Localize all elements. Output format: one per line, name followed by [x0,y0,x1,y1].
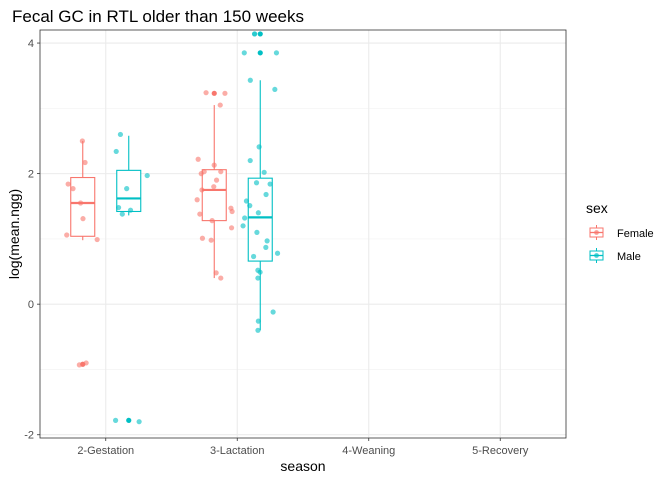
data-point [247,157,253,164]
data-point [242,215,248,221]
data-point [228,225,235,231]
chart-title: Fecal GC in RTL older than 150 weeks [12,7,304,26]
data-point [77,200,84,206]
data-point [247,203,253,209]
data-point [218,275,224,281]
legend-label: Male [617,251,641,263]
data-point [257,269,263,275]
data-point [199,187,205,193]
data-point [270,309,276,315]
data-point [211,162,217,168]
box-outlier [257,31,263,37]
data-point [267,181,273,187]
data-point [256,144,262,150]
y-axis-title: log(mean.ngg) [6,189,22,279]
data-point [112,417,119,423]
box-outlier [126,417,132,423]
box-outlier [211,90,217,96]
point-layer [64,31,281,425]
plot-panel [40,30,566,438]
x-axis-title: season [280,458,325,474]
data-point [213,177,220,183]
axis-layer: -2 0 2 4 2-Gestation 3-Lactation 4-Weaning 5-Re… [24,38,529,457]
data-point [222,90,228,96]
data-point [117,131,124,138]
data-point [199,235,206,241]
legend-title: sex [586,200,608,216]
data-point [76,362,82,368]
data-point [272,86,278,93]
x-tick-label: 4-Weaning [342,445,395,457]
data-point [255,275,261,281]
data-point [136,419,142,425]
legend-label: Female [617,228,654,240]
data-point [250,253,257,260]
legend-key-point [594,253,599,258]
box-layer [70,31,273,423]
data-point [194,197,200,203]
data-point [243,198,250,204]
box-iqr [201,169,227,222]
data-point [115,204,122,211]
data-point [70,186,76,192]
y-tick-label: -2 [24,430,34,442]
data-point [64,232,70,238]
box-iqr [116,169,142,213]
data-point [213,270,219,276]
data-point [263,244,269,250]
data-point [82,159,88,166]
data-point [144,172,150,179]
data-point [80,216,86,222]
data-point [261,169,267,175]
data-point [197,211,203,217]
plot-panel-border [39,29,567,439]
data-point [251,31,258,37]
legend-key-point [594,230,599,235]
data-point [113,148,119,155]
data-point [217,102,223,108]
data-point [254,229,260,235]
box-iqr [247,177,273,262]
data-point [211,184,217,190]
data-point [203,90,209,96]
x-tick-label: 2-Gestation [77,445,134,457]
data-point [195,156,201,162]
box-outlier [257,50,263,56]
data-point [263,191,269,198]
box-iqr [70,176,96,237]
data-point [94,236,100,243]
data-point [198,171,204,177]
data-point [79,138,85,144]
data-point [218,169,224,175]
y-tick-label: 4 [28,38,34,50]
data-point [127,207,134,213]
data-point [240,223,246,229]
legend: sex Female Male [586,200,654,264]
data-point [264,238,270,244]
data-point [229,208,235,215]
data-point [273,50,280,56]
data-point [274,250,281,256]
data-point [253,180,260,186]
y-tick-label: 0 [28,299,34,311]
data-point [255,210,261,216]
data-point [241,50,247,56]
data-point [65,181,71,187]
data-point [119,211,125,217]
data-point [255,327,261,333]
data-point [209,218,215,224]
y-tick-label: 2 [28,169,34,181]
data-point [247,77,253,83]
x-tick-label: 3-Lactation [210,445,264,457]
x-tick-label: 5-Recovery [472,445,529,457]
data-point [124,186,130,192]
data-point [255,318,261,324]
data-point [208,237,214,243]
data-point [83,360,89,366]
